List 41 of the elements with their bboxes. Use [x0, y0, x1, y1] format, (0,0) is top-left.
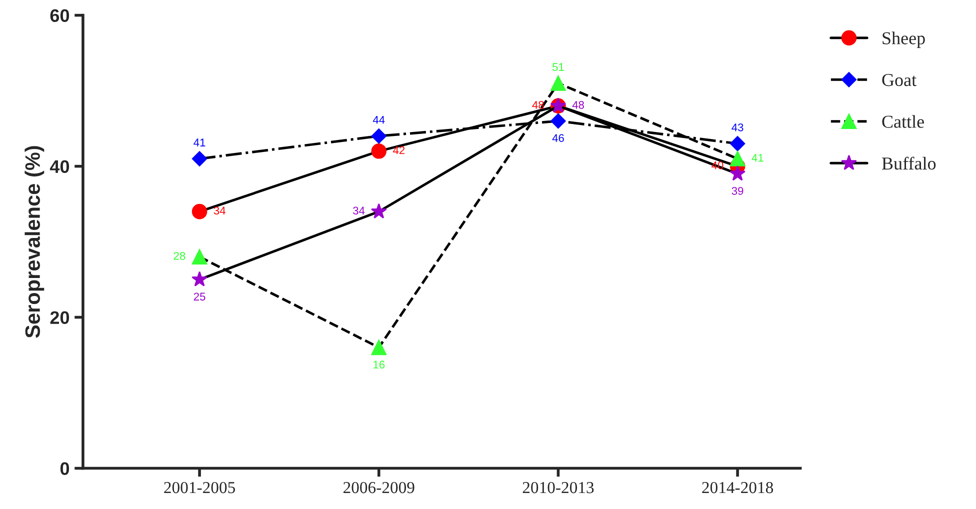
- point: [550, 113, 566, 129]
- point: [371, 128, 386, 144]
- y-tick-label: 0: [60, 462, 70, 475]
- point: [192, 271, 208, 286]
- data-label: 16: [374, 360, 385, 369]
- point: [192, 151, 208, 166]
- data-label: 46: [552, 134, 564, 142]
- point: [192, 204, 208, 220]
- x-tick-label: 2010-2013: [522, 482, 594, 494]
- data-label: 41: [752, 154, 764, 162]
- point: [371, 144, 387, 159]
- data-label: 25: [194, 292, 206, 301]
- data-label: 28: [174, 252, 186, 260]
- point: [370, 203, 387, 218]
- point: [371, 340, 387, 356]
- legend-label: Buffalo: [882, 156, 936, 170]
- legend-label: Goat: [882, 74, 916, 86]
- y-axis-title: Seroprevalence (%): [24, 146, 44, 338]
- data-label: 34: [214, 206, 226, 215]
- point: [550, 76, 566, 91]
- data-label: 43: [732, 123, 744, 132]
- point: [730, 165, 746, 181]
- y-tick-label: 40: [50, 160, 70, 173]
- point: [730, 136, 746, 152]
- x-tick-label: 2014-2018: [702, 482, 774, 494]
- x-tick-label: 2006-2009: [343, 482, 414, 494]
- data-label: 39: [732, 186, 744, 195]
- legend-label: Cattle: [882, 115, 924, 128]
- legend-label: Sheep: [882, 32, 925, 48]
- data-label: 40: [712, 161, 724, 170]
- data-label: 41: [194, 138, 206, 146]
- x-tick-label: 2001-2005: [164, 482, 235, 494]
- data-label: 34: [353, 206, 365, 215]
- data-label: 42: [393, 146, 405, 154]
- data-label: 51: [552, 63, 564, 71]
- data-label: 44: [372, 116, 385, 124]
- y-tick-label: 60: [50, 9, 70, 22]
- data-label: 48: [572, 100, 584, 109]
- y-tick-label: 20: [50, 311, 70, 324]
- point: [192, 249, 208, 265]
- point: [730, 151, 746, 166]
